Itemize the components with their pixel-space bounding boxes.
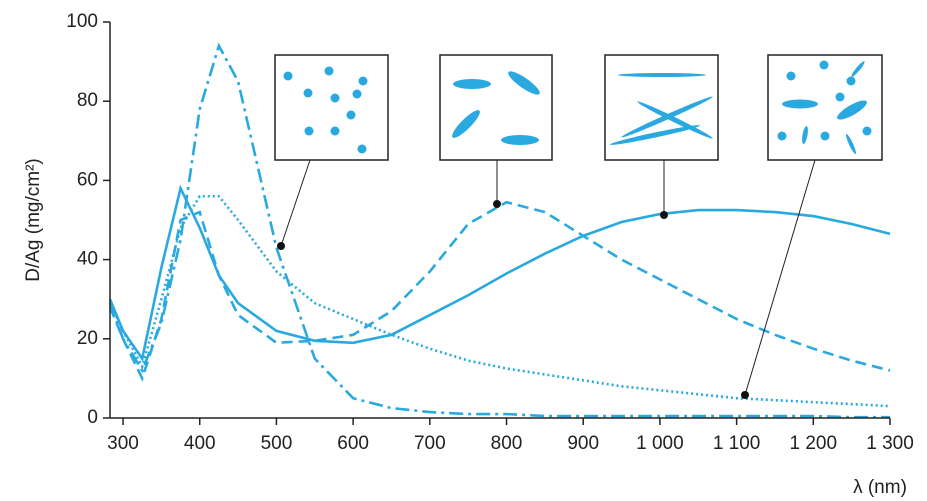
x-tick-label: 500 xyxy=(261,433,293,454)
line-series xyxy=(108,200,891,382)
insets xyxy=(274,54,883,399)
x-tick-label: 400 xyxy=(184,433,216,454)
y-tick-label: 0 xyxy=(87,407,98,428)
line-series xyxy=(108,194,891,408)
line-series xyxy=(108,42,890,419)
y-axis-label: D/Ag (mg/cm²) xyxy=(23,158,44,282)
x-tick-label: 1 200 xyxy=(790,433,838,454)
line-series xyxy=(108,184,891,362)
x-tick-label: 300 xyxy=(107,433,139,454)
y-tick-label: 40 xyxy=(77,249,98,270)
x-tick-label: 800 xyxy=(491,433,523,454)
x-tick-label: 1 300 xyxy=(866,433,914,454)
x-tick-label: 900 xyxy=(567,433,599,454)
x-tick-label: 700 xyxy=(414,433,446,454)
x-tick-label: 600 xyxy=(337,433,369,454)
x-axis-label: λ (nm) xyxy=(853,477,907,498)
y-tick-label: 20 xyxy=(77,328,98,349)
y-tick-label: 100 xyxy=(66,11,98,32)
y-tick-label: 80 xyxy=(77,90,98,111)
y-tick-label: 60 xyxy=(77,169,98,190)
x-tick-label: 1 000 xyxy=(636,433,684,454)
x-tick-label: 1 100 xyxy=(713,433,761,454)
